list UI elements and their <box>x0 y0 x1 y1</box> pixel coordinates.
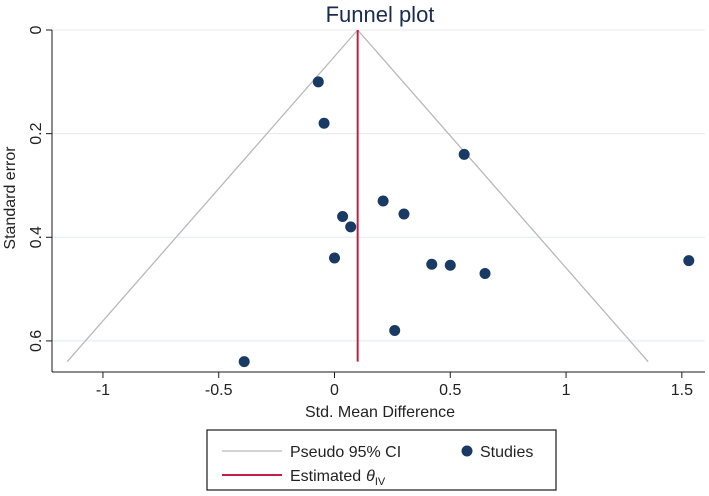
legend-ci-label: Pseudo 95% CI <box>290 444 401 461</box>
study-point <box>238 356 250 368</box>
study-point <box>426 258 438 270</box>
chart-title: Funnel plot <box>326 2 435 27</box>
study-point <box>318 117 330 129</box>
study-point <box>444 259 456 271</box>
study-point <box>683 255 695 267</box>
x-tick-label: 0 <box>330 382 339 399</box>
study-point <box>377 195 389 207</box>
pseudo-ci-lines <box>66 29 649 363</box>
y-axis-title: Standard error <box>2 146 19 250</box>
legend-estimate-label: Estimated θIV <box>290 468 386 488</box>
study-point <box>329 252 341 264</box>
y-axis-ticks: 0 0.2 0.4 0.6 <box>28 25 52 352</box>
study-point <box>458 148 470 160</box>
x-tick-label: 1 <box>562 382 571 399</box>
study-point <box>389 325 401 337</box>
legend-studies-label: Studies <box>480 444 533 461</box>
legend-box <box>206 429 557 491</box>
x-tick-label: 0.5 <box>439 382 461 399</box>
legend-estimate-text: Estimated <box>290 468 361 485</box>
x-axis-title: Std. Mean Difference <box>305 404 455 421</box>
study-point <box>479 268 491 280</box>
y-tick-label: 0 <box>28 25 45 34</box>
ci-left-line <box>66 29 359 363</box>
legend-estimate-subscript: IV <box>375 476 386 488</box>
y-tick-label: 0.6 <box>28 330 45 352</box>
x-tick-label: -1 <box>96 382 110 399</box>
y-tick-label: 0.4 <box>28 226 45 248</box>
study-point <box>337 211 349 223</box>
legend: Pseudo 95% CI Studies Estimated θIV <box>206 429 557 491</box>
study-point <box>398 208 410 220</box>
x-tick-label: 1.5 <box>671 382 693 399</box>
x-tick-label: -0.5 <box>205 382 233 399</box>
study-point <box>312 76 324 88</box>
ci-right-line <box>357 29 649 363</box>
x-axis-ticks: -1 -0.5 0 0.5 1 1.5 <box>96 372 693 399</box>
legend-studies-marker <box>461 445 473 457</box>
grid-lines <box>52 29 705 342</box>
axes <box>51 30 705 373</box>
y-tick-label: 0.2 <box>28 122 45 144</box>
study-points <box>238 76 695 368</box>
study-point <box>345 221 357 233</box>
legend-estimate-symbol: θ <box>366 468 375 485</box>
